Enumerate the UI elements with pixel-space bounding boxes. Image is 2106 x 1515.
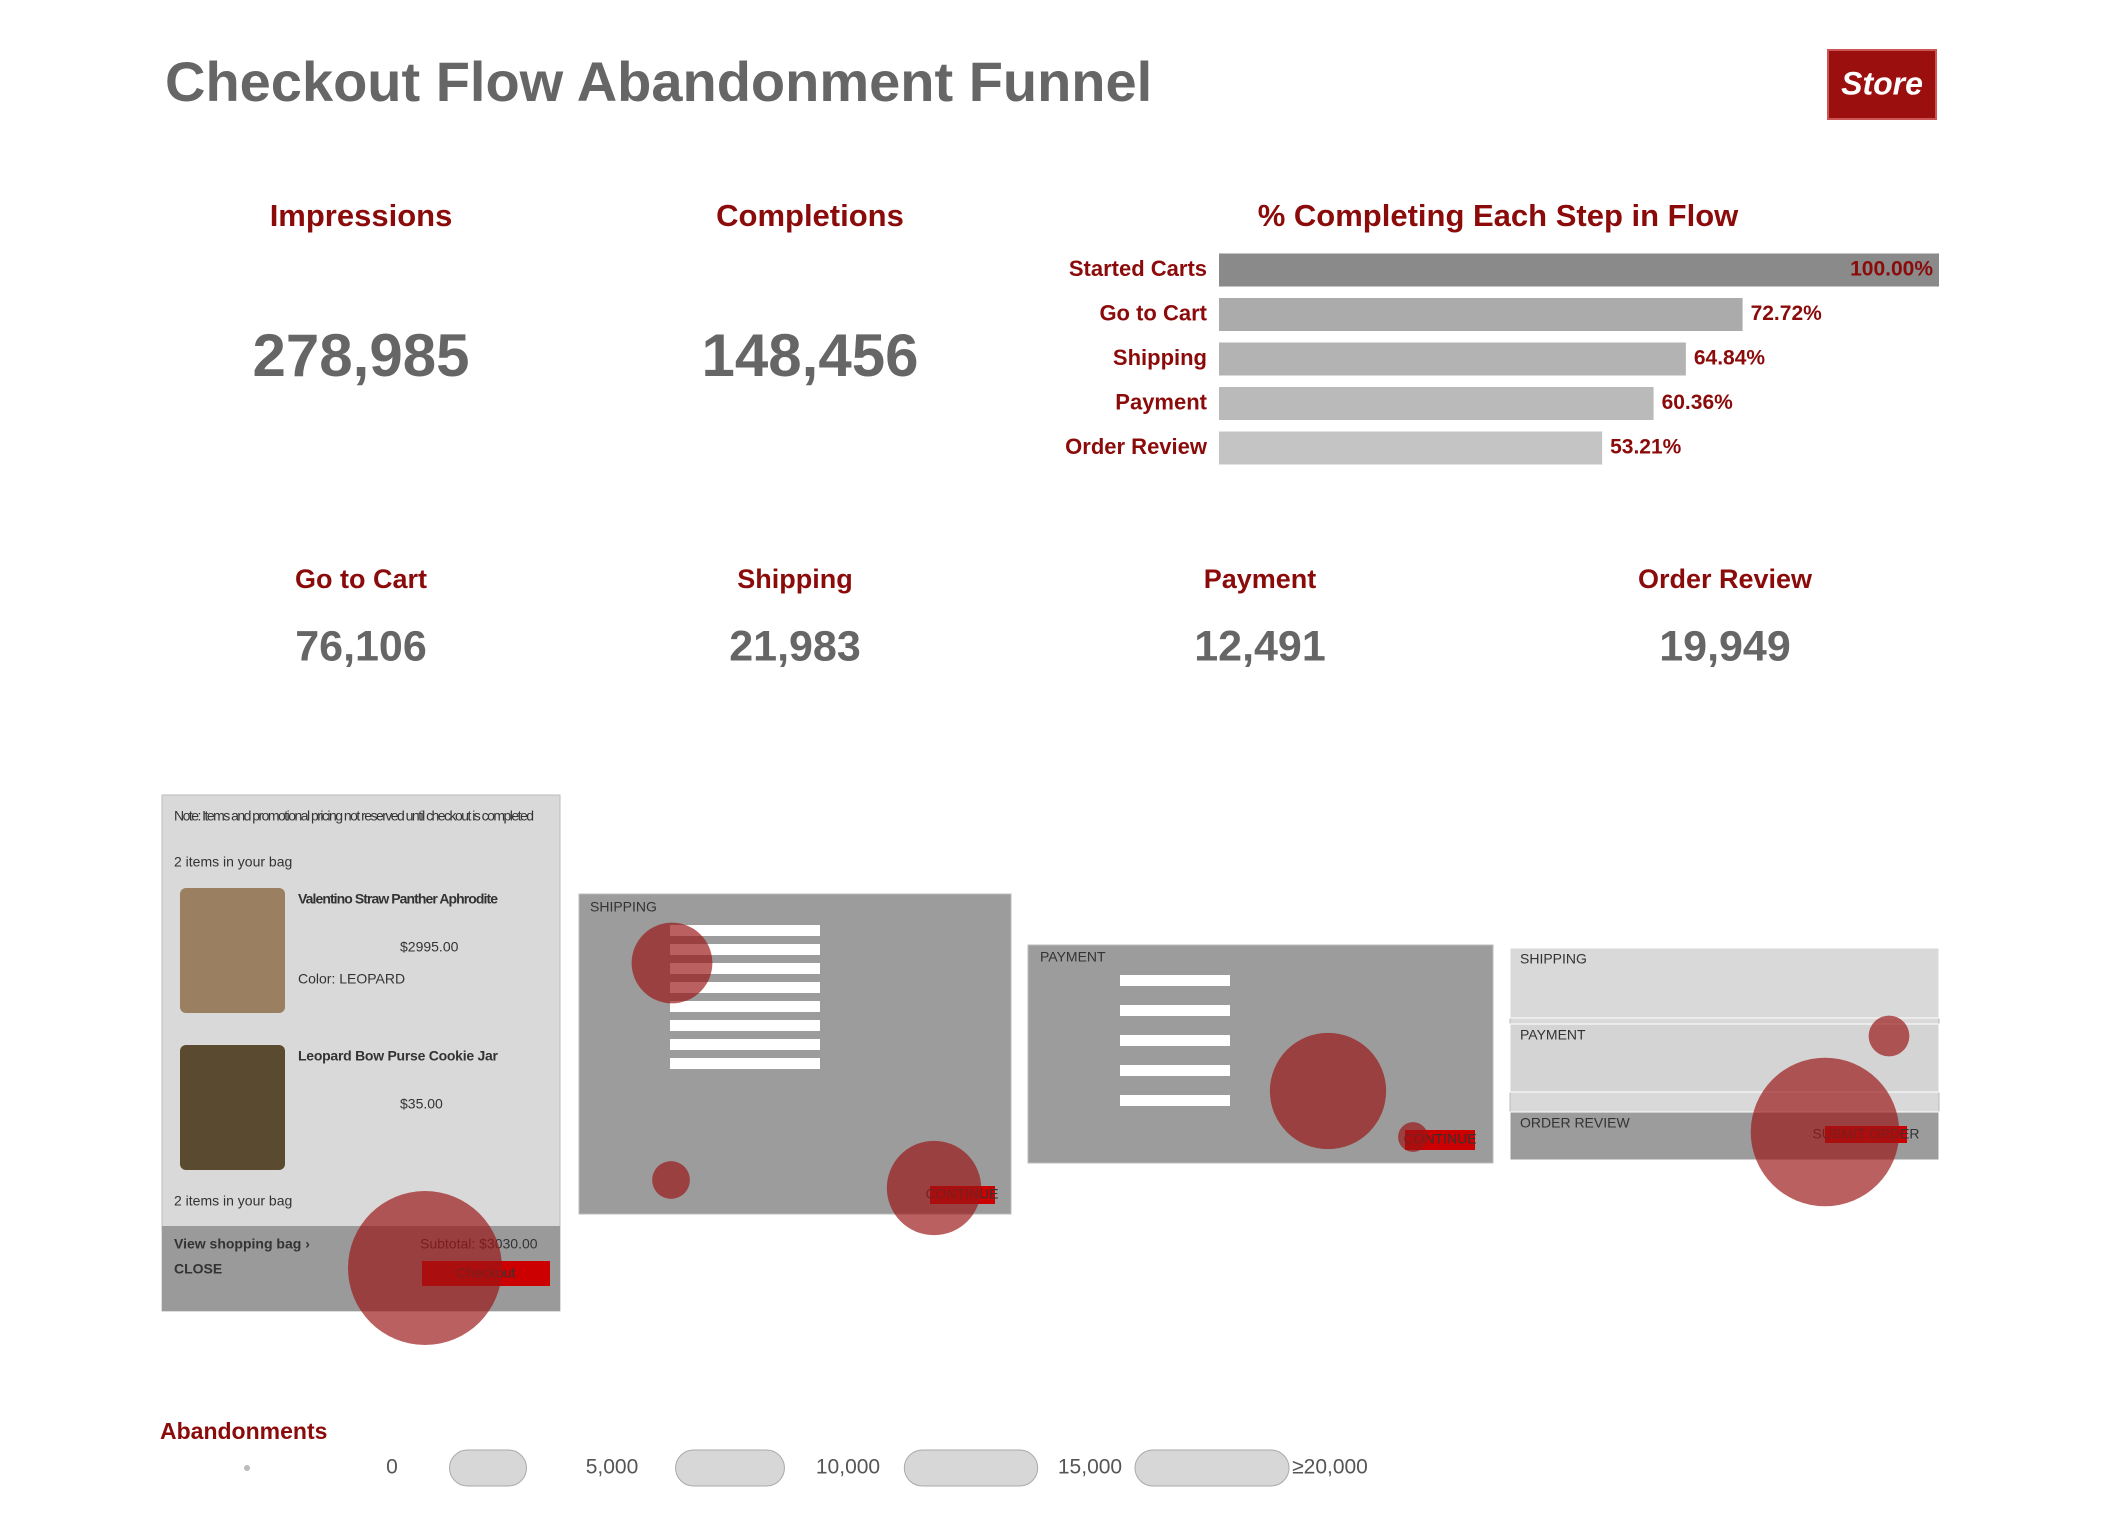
category-label: Go to Cart bbox=[1099, 300, 1207, 325]
abandonment-bubble bbox=[1269, 1032, 1387, 1150]
page-title: Checkout Flow Abandonment Funnel bbox=[165, 50, 1152, 113]
value-label: 53.21% bbox=[1610, 436, 1682, 459]
abandonment-bubble bbox=[1398, 1122, 1428, 1152]
abandonment-bubble bbox=[1868, 1015, 1910, 1057]
screen-text: PAYMENT bbox=[1520, 1027, 1586, 1043]
value-label: 100.00% bbox=[1850, 258, 1933, 281]
form-field bbox=[670, 1020, 820, 1031]
kpi-label: Impressions bbox=[270, 198, 453, 233]
legend-tick-label: 5,000 bbox=[586, 1456, 639, 1479]
screen-text: View shopping bag › bbox=[174, 1236, 310, 1252]
legend-dot bbox=[244, 1465, 250, 1471]
legend-tick-label: 15,000 bbox=[1058, 1456, 1122, 1479]
value-label: 64.84% bbox=[1694, 347, 1766, 370]
screen-text: 2 items in your bag bbox=[174, 1193, 292, 1209]
screen-text: PAYMENT bbox=[1040, 949, 1106, 965]
form-field bbox=[670, 1001, 820, 1012]
kpi-label: Completions bbox=[716, 198, 904, 233]
value-label: 72.72% bbox=[1751, 302, 1823, 325]
step-label: Payment bbox=[1204, 564, 1317, 594]
chart-title: % Completing Each Step in Flow bbox=[1258, 198, 1739, 233]
abandonment-bubble bbox=[652, 1161, 690, 1199]
step-value: 76,106 bbox=[295, 622, 427, 670]
screen-text: CLOSE bbox=[174, 1261, 222, 1277]
category-label: Payment bbox=[1115, 389, 1207, 414]
legend-tick-label: 10,000 bbox=[816, 1456, 880, 1479]
bar bbox=[1219, 387, 1654, 420]
form-field bbox=[670, 944, 820, 955]
abandonment-bubble bbox=[1750, 1057, 1900, 1207]
abandonment-bubble bbox=[348, 1191, 502, 1345]
form-field bbox=[1120, 1095, 1230, 1106]
category-label: Started Carts bbox=[1069, 256, 1207, 281]
screen-text: $2995.00 bbox=[400, 939, 459, 955]
logo-text: Store bbox=[1841, 65, 1923, 101]
category-label: Shipping bbox=[1113, 345, 1207, 370]
step-label: Order Review bbox=[1638, 564, 1813, 594]
form-field bbox=[1120, 1005, 1230, 1016]
screen-text: Valentino Straw Panther Aphrodite bbox=[298, 891, 498, 907]
form-field bbox=[670, 1058, 820, 1069]
step-value: 19,949 bbox=[1659, 622, 1791, 670]
kpi-value: 278,985 bbox=[253, 322, 470, 389]
product-image bbox=[180, 888, 285, 1013]
step-label: Shipping bbox=[737, 564, 852, 594]
screen-text: 2 items in your bag bbox=[174, 854, 292, 870]
form-field bbox=[1120, 1035, 1230, 1046]
form-field bbox=[1120, 1065, 1230, 1076]
bar bbox=[1219, 298, 1743, 331]
bar bbox=[1219, 342, 1686, 376]
legend-size-swatch bbox=[675, 1449, 785, 1487]
screen-text: $35.00 bbox=[400, 1096, 443, 1112]
form-field bbox=[670, 963, 820, 974]
form-field bbox=[1120, 975, 1230, 986]
bar bbox=[1219, 253, 1939, 287]
screen-text: Color: LEOPARD bbox=[298, 971, 405, 987]
legend-size-swatch bbox=[449, 1449, 527, 1487]
screen-text: ORDER REVIEW bbox=[1520, 1115, 1630, 1131]
category-label: Order Review bbox=[1065, 434, 1208, 459]
screen-text: Leopard Bow Purse Cookie Jar bbox=[298, 1048, 499, 1064]
step-label: Go to Cart bbox=[295, 564, 427, 594]
abandonment-bubble bbox=[631, 922, 713, 1004]
review-section bbox=[1509, 947, 1940, 1019]
legend-size-swatch bbox=[1134, 1449, 1290, 1487]
legend-size-swatch bbox=[903, 1449, 1039, 1487]
logo[interactable] bbox=[1827, 49, 1937, 120]
value-label: 60.36% bbox=[1662, 391, 1734, 414]
form-field bbox=[670, 982, 820, 993]
screen-text: SHIPPING bbox=[590, 899, 657, 915]
kpi-value: 148,456 bbox=[702, 322, 919, 389]
step-value: 21,983 bbox=[729, 622, 861, 670]
step-value: 12,491 bbox=[1194, 622, 1326, 670]
legend-tick-label: ≥20,000 bbox=[1292, 1456, 1368, 1479]
screen-text: Note: Items and promotional pricing not … bbox=[174, 808, 534, 824]
form-field bbox=[670, 1039, 820, 1050]
abandonment-bubble bbox=[886, 1140, 982, 1236]
form-field bbox=[670, 925, 820, 936]
legend-title: Abandonments bbox=[160, 1418, 327, 1444]
bar bbox=[1219, 431, 1603, 465]
product-image bbox=[180, 1045, 285, 1170]
legend-tick-label: 0 bbox=[386, 1456, 398, 1479]
screen-text: SHIPPING bbox=[1520, 951, 1587, 967]
